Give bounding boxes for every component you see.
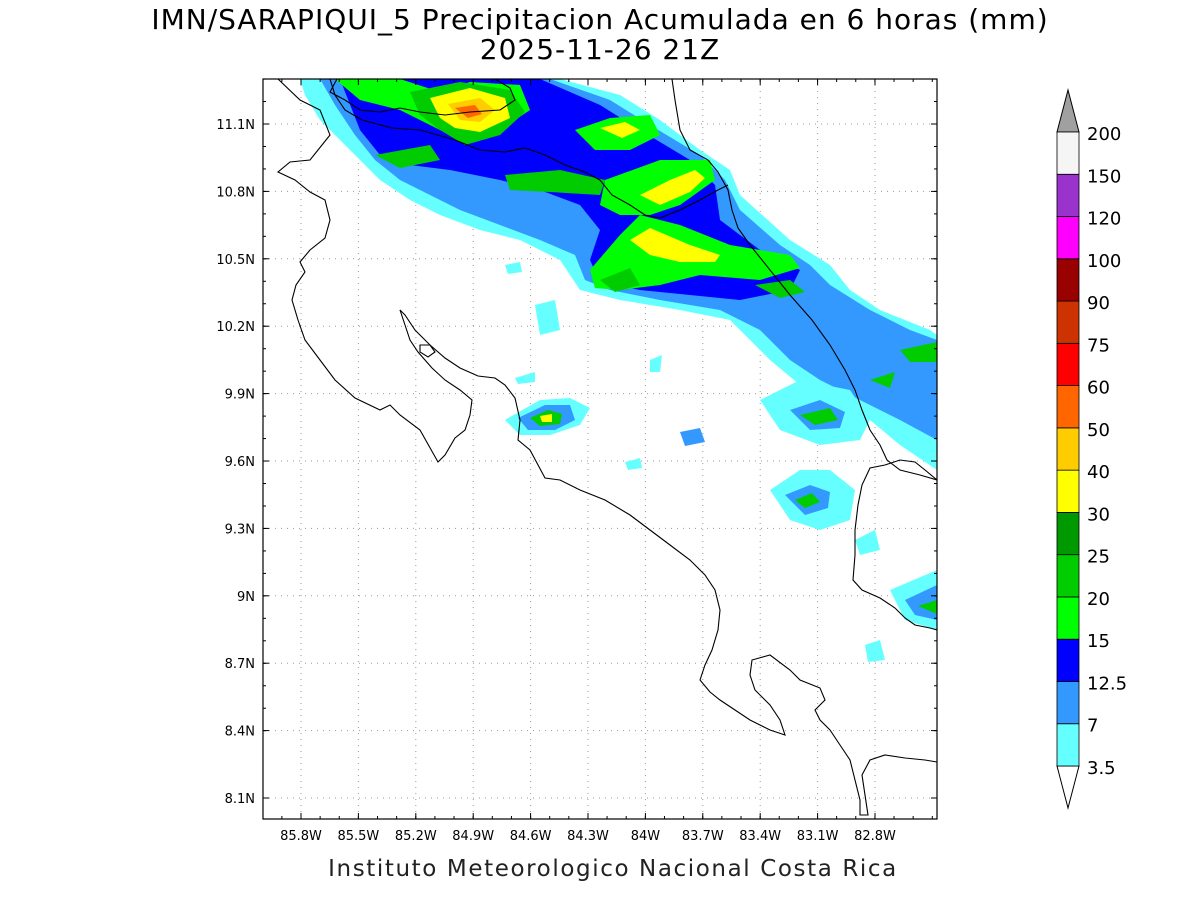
precip-core-d-30 — [630, 228, 720, 262]
colorbar-label: 200 — [1087, 124, 1121, 145]
precip-cell-far-se-g — [918, 600, 937, 614]
precip-cell-e — [755, 280, 805, 298]
colorbar-label: 30 — [1087, 504, 1110, 525]
colorbar-swatch — [1056, 512, 1080, 556]
lon-label: 84W — [631, 829, 661, 844]
precip-core-nw-50 — [455, 105, 482, 118]
colorbar-label: 25 — [1087, 547, 1110, 568]
colorbar-swatch — [1056, 216, 1080, 260]
lon-label: 84.3W — [567, 829, 609, 844]
lat-label: 9N — [237, 590, 255, 605]
lat-label: 8.7N — [225, 657, 255, 672]
lon-label: 85.2W — [395, 829, 437, 844]
lat-label: 11.1N — [216, 118, 255, 133]
precip-cell-tiny-5 — [515, 372, 535, 384]
lake-nicaragua-shore — [329, 79, 516, 116]
latitude-labels: 11.1N 10.8N 10.5N 10.2N 9.9N 9.6N 9.3N 9N 8.7N 8.… — [216, 118, 255, 807]
panama-border — [852, 459, 937, 631]
lat-label: 10.5N — [216, 253, 255, 268]
precip-cell-tiny-7 — [865, 640, 885, 662]
lat-label: 8.1N — [225, 792, 255, 807]
colorbar-label: 50 — [1087, 420, 1110, 441]
plot-frame — [262, 78, 938, 820]
nicoya-island — [419, 344, 436, 358]
precip-cell-tiny-3 — [505, 262, 522, 274]
colorbar-swatch — [1056, 258, 1080, 302]
colorbar-swatch — [1056, 300, 1080, 344]
colorbar-label: 120 — [1087, 209, 1121, 230]
colorbar-label: 40 — [1087, 462, 1110, 483]
precipitation-field — [300, 79, 937, 662]
lat-label: 9.6N — [225, 455, 255, 470]
lon-label: 83.7W — [682, 829, 724, 844]
colorbar-label: 100 — [1087, 251, 1121, 272]
colorbar-over-triangle — [1056, 88, 1080, 133]
precip-cell-b-yel — [600, 122, 640, 138]
pacific-coastline — [276, 79, 937, 816]
colorbar-swatch — [1056, 638, 1080, 682]
longitude-labels: 85.8W 85.5W 85.2W 84.9W 84.6W 84.3W 84W 83.7W 83… — [280, 829, 896, 844]
colorbar-swatch — [1056, 131, 1080, 175]
map-title: IMN/SARAPIQUI_5 Precipitacion Acumulada … — [151, 3, 1049, 36]
precip-cell-a — [505, 170, 605, 195]
colorbar-label: 75 — [1087, 335, 1110, 356]
caribbean-coastline — [671, 79, 937, 481]
coastline — [276, 79, 937, 816]
lat-label: 10.8N — [216, 185, 255, 200]
precip-cell-tiny-4 — [650, 355, 662, 372]
lon-label: 85.8W — [280, 829, 322, 844]
colorbar-swatch — [1056, 342, 1080, 387]
colorbar-label: 15 — [1087, 631, 1110, 652]
colorbar-swatch — [1056, 385, 1080, 429]
nicaragua-border — [329, 79, 729, 219]
colorbar-under-triangle — [1056, 765, 1080, 810]
lat-label: 9.3N — [225, 522, 255, 537]
map-datetime: 2025-11-26 21Z — [479, 33, 721, 66]
precip-cell-tiny-1 — [680, 428, 705, 446]
precip-cell-c — [375, 145, 440, 168]
colorbar-swatch — [1056, 554, 1080, 598]
axis-ticks — [263, 78, 937, 819]
precip-cell-g — [870, 372, 895, 388]
precip-cell-tiny-6 — [625, 458, 642, 470]
colorbar-swatch — [1056, 723, 1080, 767]
colorbar-label: 12.5 — [1087, 673, 1127, 694]
lat-label: 9.9N — [225, 388, 255, 403]
precip-cell-se-g — [795, 493, 820, 508]
lon-label: 83.4W — [739, 829, 781, 844]
precip-cell-tiny-2 — [535, 300, 560, 335]
colorbar-label: 20 — [1087, 589, 1110, 610]
colorbar-swatch — [1056, 173, 1080, 217]
colorbar-label: 90 — [1087, 293, 1110, 314]
precip-cell-east-1-g — [800, 408, 838, 425]
colorbar-swatch — [1056, 469, 1080, 513]
colorbar-label: 3.5 — [1087, 758, 1116, 779]
colorbar-label: 60 — [1087, 378, 1110, 399]
lon-label: 84.9W — [452, 829, 494, 844]
colorbar-label: 7 — [1087, 716, 1098, 737]
lon-label: 85.5W — [337, 829, 379, 844]
precip-core-d-20 — [600, 268, 640, 292]
lon-label: 82.8W — [854, 829, 896, 844]
colorbar-label: 150 — [1087, 166, 1121, 187]
lat-label: 8.4N — [225, 725, 255, 740]
lon-label: 83.1W — [797, 829, 839, 844]
credit-text: Instituto Meteorologico Nacional Costa R… — [328, 856, 898, 882]
precip-cell-f — [900, 342, 937, 362]
precip-core-c-30 — [640, 170, 705, 205]
precip-cell-far-se-b — [905, 585, 937, 620]
colorbar-swatch — [1056, 681, 1080, 725]
colorbar-swatch — [1056, 596, 1080, 640]
colorbar: 3.5 7 12.5 15 20 25 30 40 50 60 75 90 100 120 150 200 — [1056, 88, 1127, 810]
colorbar-swatch — [1056, 427, 1080, 471]
precip-cell-tiny-8 — [855, 530, 880, 555]
lat-label: 10.2N — [216, 320, 255, 335]
precip-cell-central-30 — [540, 414, 552, 422]
lon-label: 84.6W — [510, 829, 552, 844]
